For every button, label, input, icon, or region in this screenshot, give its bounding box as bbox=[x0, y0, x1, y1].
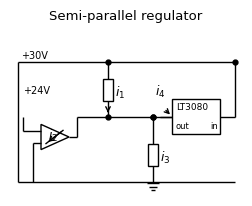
Text: $\mathit{i}_2$: $\mathit{i}_2$ bbox=[48, 127, 58, 143]
Text: $\mathit{i}_3$: $\mathit{i}_3$ bbox=[160, 149, 170, 165]
Text: +24V: +24V bbox=[23, 85, 50, 96]
Text: Semi-parallel regulator: Semi-parallel regulator bbox=[49, 10, 203, 23]
Bar bbox=[148, 144, 158, 166]
Bar bbox=[103, 79, 113, 101]
Text: +30V: +30V bbox=[21, 51, 48, 61]
Text: LT3080: LT3080 bbox=[176, 103, 208, 111]
Text: out: out bbox=[175, 122, 189, 131]
Text: $\mathit{i}_1$: $\mathit{i}_1$ bbox=[115, 84, 125, 100]
Text: in: in bbox=[210, 122, 218, 131]
Bar bbox=[172, 99, 220, 134]
Text: $\mathit{i}_4$: $\mathit{i}_4$ bbox=[155, 84, 166, 99]
